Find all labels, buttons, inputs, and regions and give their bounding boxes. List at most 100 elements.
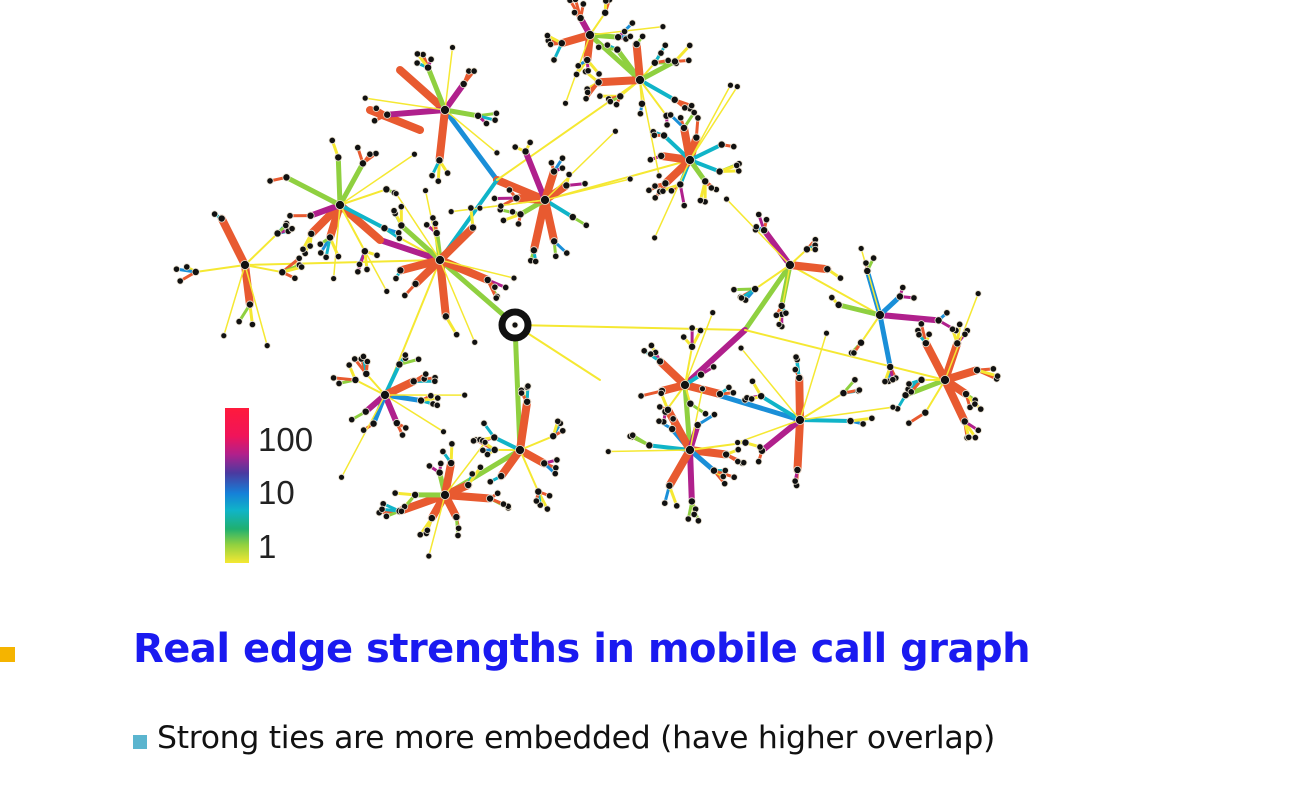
graph-edge [381, 377, 418, 399]
legend-label-1: 1 [258, 528, 277, 565]
graph-node [461, 391, 469, 399]
graph-node [585, 30, 595, 40]
graph-edge [339, 153, 416, 206]
graph-node [532, 497, 540, 505]
graph-node [273, 229, 282, 238]
graph-node [433, 401, 441, 409]
graph-node [550, 56, 558, 64]
graph-node [361, 94, 369, 102]
graph-node [414, 355, 423, 363]
graph-edge [384, 394, 445, 433]
graph-node [490, 445, 499, 454]
graph-node [515, 445, 525, 455]
graph-edge [396, 256, 444, 275]
graph-node [960, 417, 969, 426]
graph-node [676, 180, 685, 189]
graph-node [278, 268, 287, 277]
graph-edge [244, 264, 268, 347]
graph-node [397, 507, 406, 515]
edge-strength-color-scale [225, 408, 249, 563]
graph-node [422, 370, 430, 378]
graph-node [263, 342, 271, 350]
graph-node [191, 267, 200, 276]
graph-node [380, 390, 390, 400]
graph-node [413, 59, 421, 67]
graph-edge [217, 214, 249, 269]
graph-node [663, 121, 671, 129]
graph-node [777, 301, 786, 310]
graph-edge [754, 264, 791, 291]
graph-node [638, 32, 647, 40]
graph-node [707, 184, 716, 192]
graph-edge [594, 76, 644, 87]
graph-node [579, 0, 587, 8]
graph-edge [544, 178, 631, 201]
graph-edge [354, 378, 386, 396]
graph-node [626, 32, 634, 41]
graph-edge [638, 78, 677, 102]
graph-node [479, 446, 487, 454]
graph-edge [799, 392, 845, 421]
graph-edge [338, 203, 387, 231]
graph-node [345, 361, 353, 369]
graph-edge [661, 156, 694, 188]
graph-node [905, 380, 913, 388]
graph-edge [377, 237, 443, 263]
graph-edge [382, 392, 400, 427]
graph-node [582, 221, 590, 229]
graph-node [211, 210, 219, 218]
graph-node [663, 405, 672, 414]
graph-edge [682, 327, 748, 388]
graph-edge [307, 202, 343, 219]
graph-node [441, 312, 450, 321]
graph-node [348, 416, 356, 424]
graph-edge [761, 227, 793, 268]
graph-edge [941, 366, 982, 384]
graph-node [427, 392, 435, 400]
graph-node [859, 420, 867, 428]
graph-node [427, 514, 436, 523]
graph-node [760, 226, 769, 235]
graph-node [940, 375, 950, 385]
graph-node [603, 41, 612, 49]
call-graph-figure [172, 0, 1002, 560]
graph-node [512, 194, 521, 203]
graph-node [490, 194, 499, 203]
graph-edge [665, 446, 694, 490]
graph-node [572, 70, 581, 78]
graph-edge [637, 58, 678, 83]
graph-node [613, 45, 622, 54]
graph-node [680, 333, 688, 341]
graph-node [614, 33, 623, 42]
graph-node [529, 246, 538, 255]
graph-node [338, 473, 345, 481]
graph-node [881, 377, 889, 386]
graph-edge [398, 222, 443, 263]
graph-node [583, 56, 592, 65]
graph-node [492, 109, 501, 117]
graph-node [464, 481, 473, 490]
graph-node [417, 396, 426, 405]
graph-node [715, 167, 724, 176]
graph-node [666, 111, 675, 119]
graph-node [552, 464, 560, 472]
graph-edge [924, 379, 946, 414]
graph-node [977, 405, 985, 413]
graph-node [354, 268, 362, 276]
graph-node [584, 88, 592, 96]
graph-node [440, 105, 450, 115]
graph-node [562, 181, 571, 190]
graph-node [240, 260, 250, 270]
graph-node [369, 419, 378, 428]
graph-node [620, 27, 629, 36]
graph-node [491, 283, 499, 291]
graph-node [557, 39, 566, 48]
graph-node [370, 117, 379, 125]
graph-node [382, 185, 391, 194]
graph-node [526, 138, 534, 147]
graph-node [326, 233, 335, 242]
graph-node [382, 512, 391, 520]
legend-label-10: 10 [258, 474, 295, 511]
graph-edge [860, 247, 881, 316]
graph-node [993, 372, 1002, 380]
